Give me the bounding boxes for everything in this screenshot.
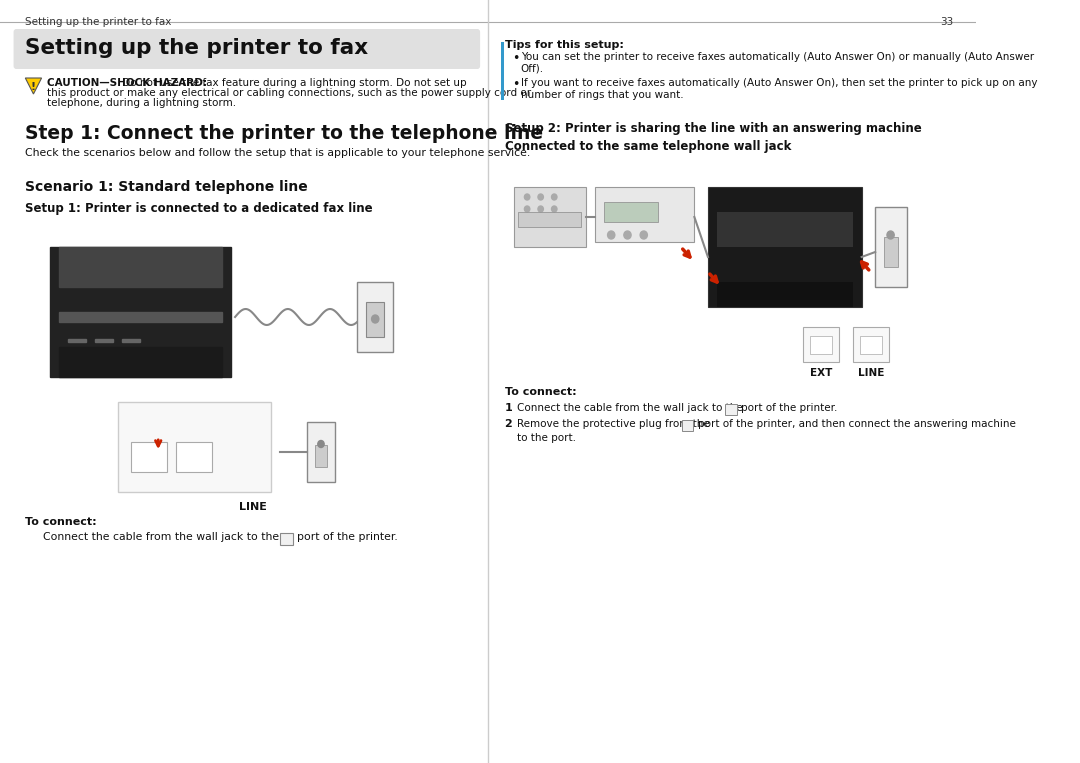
Text: To connect:: To connect: [504, 387, 576, 397]
Circle shape [538, 218, 543, 224]
Circle shape [525, 206, 530, 212]
Text: You can set the printer to receive faxes automatically (Auto Answer On) or manua: You can set the printer to receive faxes… [521, 52, 1034, 73]
Bar [604, 202, 658, 222]
Bar [95, 339, 113, 342]
Text: Connect the cable from the wall jack to the: Connect the cable from the wall jack to … [517, 403, 743, 413]
Bar [852, 327, 889, 362]
Bar [50, 247, 230, 377]
Text: this product or make any electrical or cabling connections, such as the power su: this product or make any electrical or c… [48, 88, 531, 98]
Text: to the port.: to the port. [517, 433, 576, 443]
Text: LINE: LINE [858, 368, 883, 378]
Circle shape [538, 194, 543, 200]
Bar [314, 445, 327, 467]
Bar [122, 339, 140, 342]
Circle shape [552, 218, 557, 224]
Text: Setting up the printer to fax: Setting up the printer to fax [25, 38, 368, 58]
Circle shape [640, 231, 647, 239]
Circle shape [525, 194, 530, 200]
Bar [595, 187, 694, 242]
Bar [58, 247, 221, 287]
Text: 1: 1 [504, 403, 512, 413]
Circle shape [552, 194, 557, 200]
Bar [860, 336, 881, 354]
Bar [131, 442, 167, 472]
Bar [518, 212, 581, 227]
Text: Setup 1: Printer is connected to a dedicated fax line: Setup 1: Printer is connected to a dedic… [25, 202, 373, 215]
Text: CAUTION—SHOCK HAZARD:: CAUTION—SHOCK HAZARD: [48, 78, 207, 88]
Text: To connect:: To connect: [25, 517, 97, 527]
Circle shape [887, 231, 894, 239]
Circle shape [525, 218, 530, 224]
Text: EXT: EXT [810, 368, 833, 378]
Text: Tips for this setup:: Tips for this setup: [504, 40, 623, 50]
Text: 2: 2 [504, 419, 512, 429]
Bar [308, 422, 335, 482]
Bar [717, 282, 852, 307]
Bar [58, 312, 221, 322]
Bar [68, 339, 86, 342]
Text: port of the printer.: port of the printer. [741, 403, 838, 413]
Circle shape [372, 315, 379, 323]
Bar [357, 282, 393, 352]
Text: Setup 2: Printer is sharing the line with an answering machine: Setup 2: Printer is sharing the line wit… [504, 122, 921, 135]
Text: port of the printer.: port of the printer. [297, 532, 397, 542]
Bar [118, 402, 271, 492]
Circle shape [318, 440, 324, 448]
Bar [501, 42, 503, 100]
Circle shape [552, 206, 557, 212]
Circle shape [608, 231, 615, 239]
Text: Step 1: Connect the printer to the telephone line: Step 1: Connect the printer to the telep… [25, 124, 543, 143]
Bar [810, 336, 832, 354]
Text: Scenario 1: Standard telephone line: Scenario 1: Standard telephone line [25, 180, 308, 194]
Text: If you want to receive faxes automatically (Auto Answer On), then set the printe: If you want to receive faxes automatical… [521, 78, 1037, 100]
Text: Connect the cable from the wall jack to the: Connect the cable from the wall jack to … [43, 532, 280, 542]
Bar [717, 212, 852, 247]
Text: 33: 33 [941, 17, 954, 27]
Bar [281, 533, 293, 545]
Text: Setting up the printer to fax: Setting up the printer to fax [25, 17, 172, 27]
Polygon shape [25, 78, 42, 94]
Text: port of the printer, and then connect the answering machine: port of the printer, and then connect th… [698, 419, 1016, 429]
Text: LINE: LINE [240, 502, 267, 512]
Circle shape [624, 231, 631, 239]
Text: Remove the protective plug from the: Remove the protective plug from the [517, 419, 710, 429]
Circle shape [538, 206, 543, 212]
Bar [885, 237, 897, 267]
Bar [875, 207, 907, 287]
Text: Do not use the fax feature during a lightning storm. Do not set up: Do not use the fax feature during a ligh… [120, 78, 467, 88]
Bar [176, 442, 213, 472]
Bar [58, 347, 221, 377]
Bar [514, 187, 585, 247]
Bar [366, 302, 384, 337]
Text: •: • [512, 52, 519, 65]
Text: !: ! [31, 82, 36, 92]
FancyBboxPatch shape [14, 29, 481, 69]
Text: •: • [512, 78, 519, 91]
Text: Connected to the same telephone wall jack: Connected to the same telephone wall jac… [504, 140, 791, 153]
Bar [725, 404, 737, 415]
Bar [708, 187, 862, 307]
Bar [681, 420, 693, 431]
Text: telephone, during a lightning storm.: telephone, during a lightning storm. [48, 98, 237, 108]
Text: Check the scenarios below and follow the setup that is applicable to your teleph: Check the scenarios below and follow the… [25, 148, 530, 158]
Bar [802, 327, 839, 362]
